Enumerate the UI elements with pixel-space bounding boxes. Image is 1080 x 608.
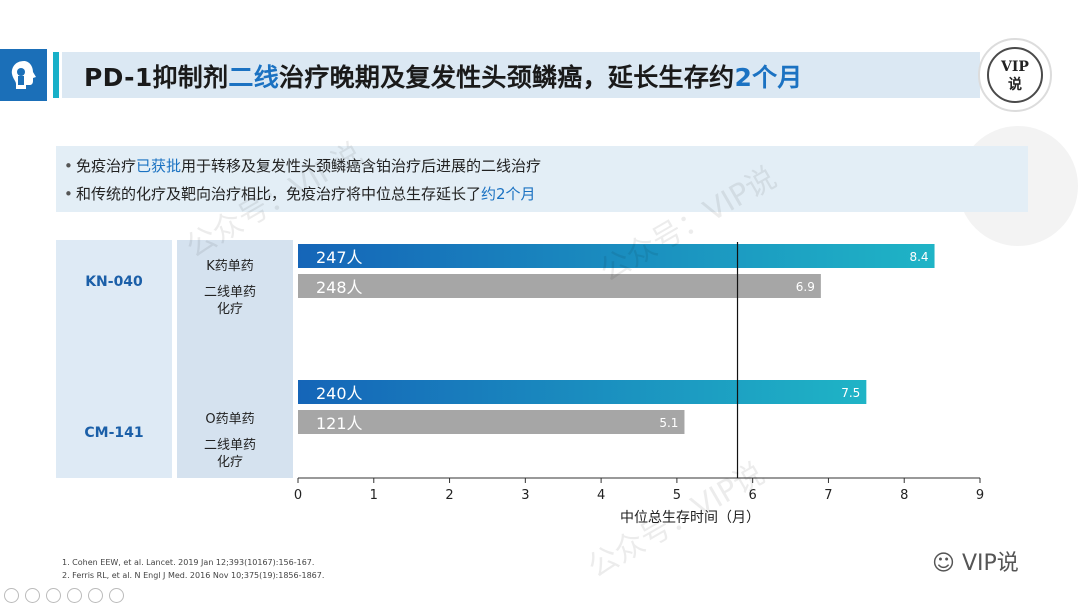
footnote: 1. Cohen EEW, et al. Lancet. 2019 Jan 12… xyxy=(62,558,315,567)
x-tick-label: 9 xyxy=(976,488,984,503)
arm-column xyxy=(177,240,293,478)
title-highlight-two-months: 2个月 xyxy=(734,63,803,92)
bullet-text: 免疫治疗 xyxy=(76,157,137,175)
x-tick-label: 7 xyxy=(824,488,832,503)
title-accent-bar xyxy=(53,52,59,98)
vip-badge-line2: 说 xyxy=(1008,77,1022,93)
arm-label: 化疗 xyxy=(216,455,243,470)
trial-column xyxy=(56,240,172,478)
bullet-dot: • xyxy=(64,185,73,203)
arm-label: 化疗 xyxy=(216,302,243,317)
arm-label: O药单药 xyxy=(205,412,255,427)
arm-label: K药单药 xyxy=(206,259,254,274)
bullet-item: • 免疫治疗已获批用于转移及复发性头颈鳞癌含铂治疗后进展的二线治疗 xyxy=(64,155,541,176)
vip-badge-inner: VIP 说 xyxy=(987,47,1043,103)
head-profile-icon xyxy=(11,61,36,89)
title-text-part1: PD-1抑制剂 xyxy=(84,63,229,92)
bar-value-label: 8.4 xyxy=(909,250,928,264)
wechat-account: ☺ VIP说 xyxy=(932,545,1019,577)
arm-label: 二线单药 xyxy=(203,438,256,453)
bar-n-label: 121人 xyxy=(316,414,363,433)
x-tick-label: 1 xyxy=(370,488,378,503)
bar-immuno xyxy=(298,244,935,268)
trial-label-cm141: CM-141 xyxy=(84,425,144,441)
nav-prev-icon[interactable] xyxy=(4,588,19,603)
title-highlight-second-line: 二线 xyxy=(228,63,280,92)
x-tick-label: 8 xyxy=(900,488,908,503)
nav-slides-icon[interactable] xyxy=(67,588,82,603)
bar-immuno xyxy=(298,380,867,404)
wechat-account-name: VIP说 xyxy=(961,551,1019,576)
brand-logo xyxy=(0,49,47,101)
x-tick-label: 6 xyxy=(749,488,757,503)
x-tick-label: 5 xyxy=(673,488,681,503)
bar-value-label: 6.9 xyxy=(796,280,815,294)
x-tick-label: 0 xyxy=(294,488,302,503)
bullet-highlight: 约2个月 xyxy=(481,185,536,203)
arm-label: 二线单药 xyxy=(203,285,256,300)
nav-pen-icon[interactable] xyxy=(46,588,61,603)
x-tick-label: 2 xyxy=(445,488,453,503)
bar-n-label: 240人 xyxy=(316,384,363,403)
vip-badge-line1: VIP xyxy=(1001,59,1029,75)
summary-box: • 免疫治疗已获批用于转移及复发性头颈鳞癌含铂治疗后进展的二线治疗 • 和传统的化疗… xyxy=(56,146,1028,212)
slide-nav[interactable] xyxy=(4,588,130,607)
bar-value-label: 7.5 xyxy=(841,386,860,400)
footnote: 2. Ferris RL, et al. N Engl J Med. 2016 … xyxy=(62,571,325,580)
vip-badge: VIP 说 xyxy=(978,38,1052,112)
bar-n-label: 248人 xyxy=(316,278,363,297)
nav-next-icon[interactable] xyxy=(25,588,40,603)
x-tick-label: 3 xyxy=(521,488,529,503)
bullet-highlight: 已获批 xyxy=(136,157,182,175)
nav-zoom-icon[interactable] xyxy=(88,588,103,603)
nav-more-icon[interactable] xyxy=(109,588,124,603)
x-tick-label: 4 xyxy=(597,488,605,503)
bullet-dot: • xyxy=(64,157,73,175)
wechat-icon: ☺ xyxy=(932,551,955,576)
bar-chemo xyxy=(298,274,821,298)
trial-label-kn040: KN-040 xyxy=(85,274,143,290)
x-axis-label: 中位总生存时间（月） xyxy=(620,510,760,526)
bullet-text: 用于转移及复发性头颈鳞癌含铂治疗后进展的二线治疗 xyxy=(181,157,542,175)
bullet-text: 和传统的化疗及靶向治疗相比，免疫治疗将中位总生存延长了 xyxy=(76,185,482,203)
title-band xyxy=(62,52,980,98)
bar-chemo xyxy=(298,410,685,434)
bar-n-label: 247人 xyxy=(316,248,363,267)
bar-value-label: 5.1 xyxy=(659,416,678,430)
title-text-part2: 治疗晚期及复发性头颈鳞癌，延长生存约 xyxy=(279,63,735,92)
page-title: PD-1抑制剂二线治疗晚期及复发性头颈鳞癌，延长生存约2个月 xyxy=(84,58,803,94)
bullet-item: • 和传统的化疗及靶向治疗相比，免疫治疗将中位总生存延长了约2个月 xyxy=(64,183,536,204)
